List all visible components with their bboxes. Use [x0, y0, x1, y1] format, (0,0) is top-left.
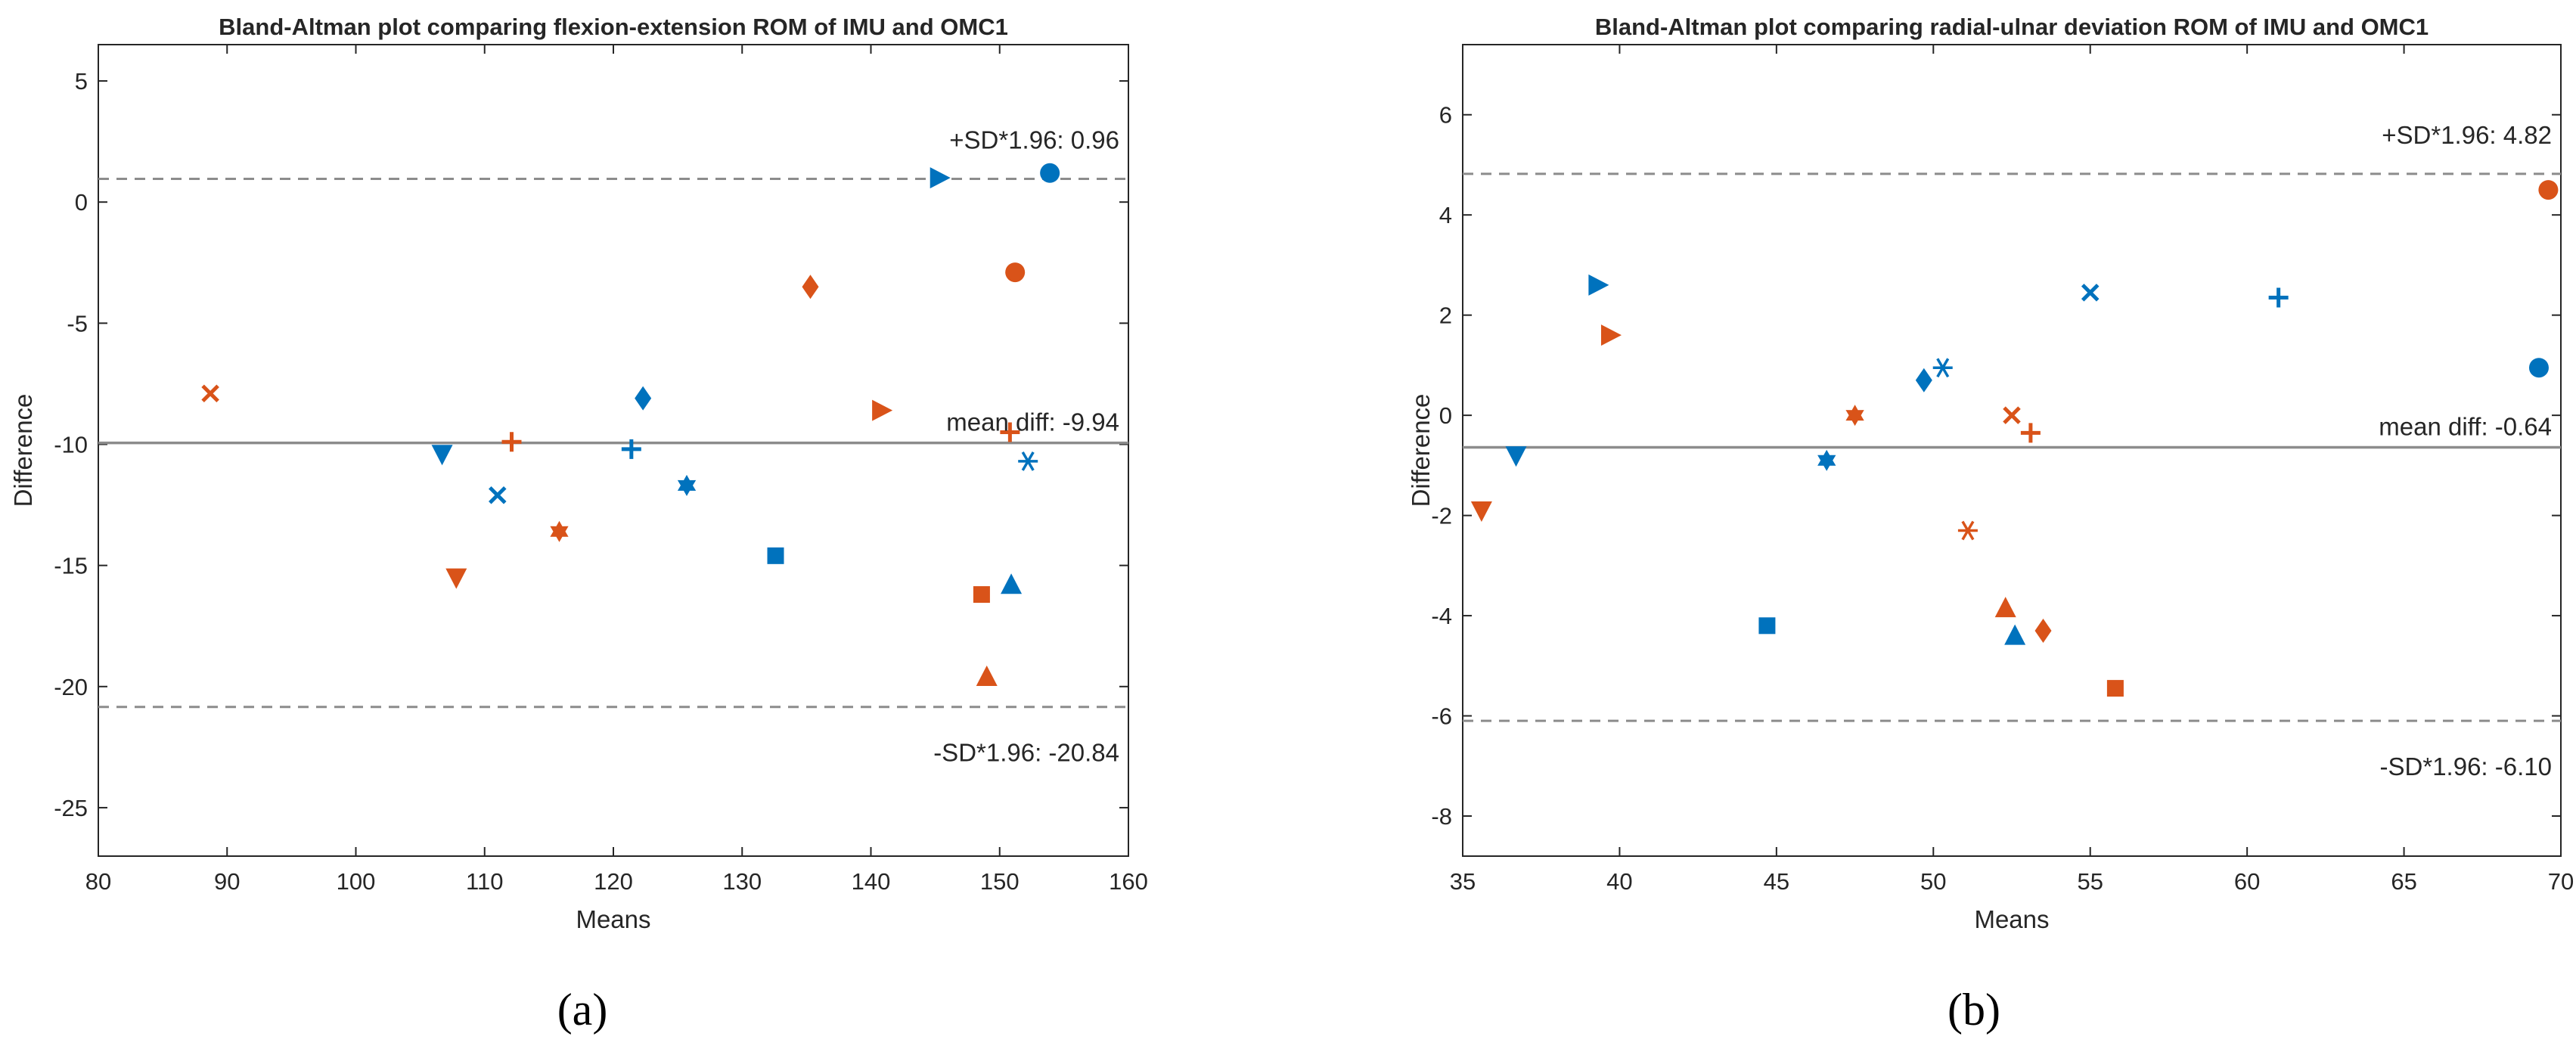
- data-point-plus: [501, 432, 522, 452]
- chart-panel-2: Bland-Altman plot comparing radial-ulnar…: [1407, 14, 2574, 1035]
- y-tick-label: 5: [75, 68, 88, 95]
- y-tick-label: -20: [54, 674, 88, 700]
- data-point-circle: [2538, 180, 2559, 200]
- chart-title: Bland-Altman plot comparing radial-ulnar…: [1595, 14, 2429, 40]
- chart-title: Bland-Altman plot comparing flexion-exte…: [219, 14, 1008, 40]
- x-axis-label: Means: [1974, 905, 2049, 933]
- data-point-diamond: [635, 386, 652, 411]
- x-tick-label: 35: [1450, 868, 1476, 895]
- data-point-x: [2003, 406, 2021, 424]
- data-point-asterisk: [1932, 358, 1953, 378]
- x-tick-label: 50: [1920, 868, 1946, 895]
- data-point-triangle-up: [1001, 573, 1023, 594]
- data-point-plus: [2268, 287, 2289, 308]
- y-tick-label: -8: [1431, 803, 1452, 830]
- data-point-triangle-up: [976, 665, 998, 686]
- data-point-triangle-down: [1470, 501, 1492, 522]
- x-tick-label: 110: [466, 868, 503, 895]
- x-tick-label: 160: [1109, 868, 1148, 895]
- y-tick-label: -15: [54, 553, 88, 579]
- data-point-plus: [621, 439, 641, 459]
- data-point-square: [1758, 617, 1776, 635]
- plot-area: [98, 44, 1129, 857]
- y-tick-label: -5: [67, 310, 88, 337]
- x-tick-label: 70: [2548, 868, 2574, 895]
- y-tick-label: -6: [1431, 703, 1452, 730]
- x-tick-label: 140: [852, 868, 891, 895]
- data-point-square: [767, 547, 784, 564]
- data-point-triangle-right: [1600, 324, 1622, 346]
- data-point-triangle-right: [930, 167, 951, 189]
- y-tick-label: -4: [1431, 603, 1452, 629]
- data-point-hexagram: [1817, 449, 1836, 471]
- upper-loa-label: +SD*1.96: 0.96: [949, 126, 1119, 154]
- x-tick-label: 60: [2234, 868, 2260, 895]
- data-point-hexagram: [550, 520, 569, 542]
- x-tick-label: 80: [85, 868, 111, 895]
- data-point-circle: [1005, 262, 1026, 283]
- x-tick-label: 40: [1606, 868, 1632, 895]
- data-point-triangle-down: [445, 568, 467, 589]
- y-axis-label: Difference: [9, 394, 37, 507]
- panel-label: (b): [1948, 985, 2000, 1035]
- x-tick-label: 130: [722, 868, 762, 895]
- y-tick-label: 0: [1439, 402, 1452, 429]
- x-tick-label: 55: [2077, 868, 2103, 895]
- data-point-triangle-up: [2004, 624, 2026, 645]
- data-point-triangle-right: [872, 399, 893, 421]
- data-point-triangle-up: [1994, 597, 2016, 618]
- plot-area: [1462, 44, 2562, 857]
- data-point-triangle-right: [1588, 274, 1609, 296]
- data-point-triangle-down: [1505, 446, 1527, 467]
- y-tick-label: 4: [1439, 202, 1452, 228]
- data-point-asterisk: [1957, 520, 1978, 541]
- y-axis-label: Difference: [1407, 394, 1435, 507]
- y-tick-label: -10: [54, 431, 88, 458]
- panel-label: (a): [557, 985, 608, 1035]
- lower-loa-label: -SD*1.96: -6.10: [2380, 753, 2552, 780]
- x-tick-label: 45: [1764, 868, 1789, 895]
- data-point-asterisk: [1018, 452, 1038, 471]
- chart-panel-1: Bland-Altman plot comparing flexion-exte…: [9, 14, 1148, 1035]
- x-tick-label: 90: [214, 868, 240, 895]
- data-point-x: [201, 384, 219, 402]
- data-point-triangle-down: [431, 445, 453, 466]
- y-tick-label: 0: [75, 189, 88, 216]
- data-point-square: [2106, 680, 2124, 697]
- data-point-x: [2081, 284, 2100, 302]
- x-tick-label: 120: [594, 868, 633, 895]
- data-point-diamond: [2034, 618, 2052, 643]
- data-point-plus: [2020, 423, 2041, 443]
- y-tick-label: 6: [1439, 102, 1452, 129]
- mean-diff-label: mean diff: -9.94: [946, 408, 1119, 436]
- data-point-circle: [1040, 163, 1060, 183]
- x-tick-label: 150: [980, 868, 1020, 895]
- y-tick-label: -2: [1431, 503, 1452, 529]
- data-point-diamond: [1915, 368, 1932, 393]
- data-point-plus: [1000, 422, 1020, 442]
- y-tick-label: 2: [1439, 303, 1452, 329]
- data-point-hexagram: [677, 474, 697, 496]
- data-point-x: [489, 486, 507, 504]
- x-tick-label: 100: [337, 868, 376, 895]
- lower-loa-label: -SD*1.96: -20.84: [933, 739, 1119, 767]
- data-point-diamond: [802, 275, 819, 299]
- x-axis-label: Means: [576, 905, 650, 933]
- data-point-square: [973, 586, 990, 604]
- x-tick-label: 65: [2391, 868, 2416, 895]
- y-tick-label: -25: [54, 795, 88, 821]
- upper-loa-label: +SD*1.96: 4.82: [2382, 121, 2552, 149]
- data-point-circle: [2528, 358, 2549, 378]
- data-point-hexagram: [1845, 405, 1864, 427]
- mean-diff-label: mean diff: -0.64: [2379, 413, 2552, 441]
